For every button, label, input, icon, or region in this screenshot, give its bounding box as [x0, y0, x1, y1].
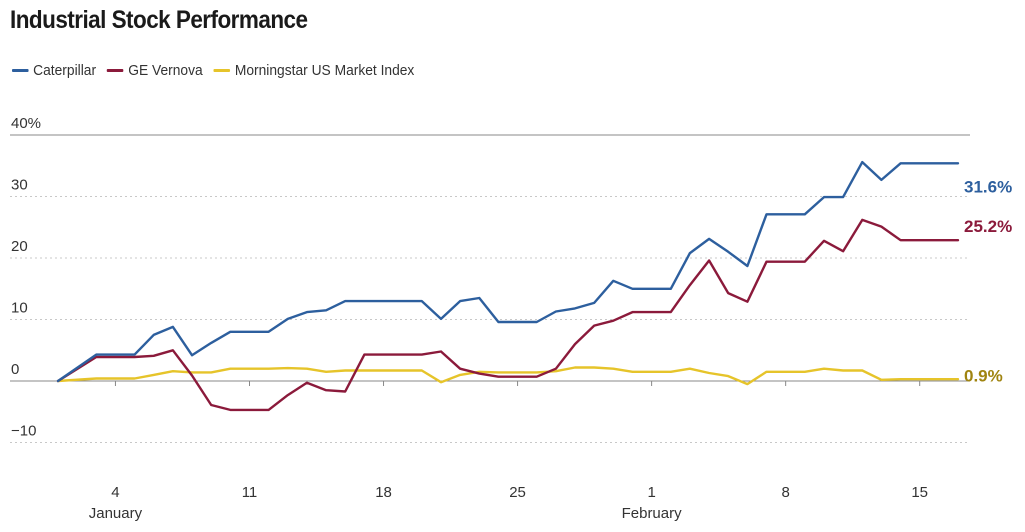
series-line-caterpillar: [56, 160, 960, 383]
series-line-ge-vernova: [56, 218, 960, 412]
legend-swatch-ge-vernova: [107, 69, 124, 72]
x-tick-label: 25: [509, 484, 526, 501]
x-month-label: January: [89, 505, 143, 522]
y-tick-label: 20: [11, 238, 28, 255]
x-month-label: February: [622, 505, 683, 522]
x-tick-label: 8: [781, 484, 789, 501]
end-label-ge-vernova: 25.2%: [964, 217, 1012, 236]
legend-label-ge-vernova: GE Vernova: [128, 62, 203, 79]
legend-item-market-index: Morningstar US Market Index: [213, 62, 415, 79]
legend-swatch-market-index: [213, 69, 231, 72]
y-tick-label: 10: [11, 300, 28, 317]
legend-label-caterpillar: Caterpillar: [33, 62, 97, 79]
legend-swatch-caterpillar: [12, 69, 29, 72]
y-tick-label: 0: [11, 361, 19, 378]
y-tick-label: 30: [11, 177, 28, 194]
y-tick-label: −10: [11, 423, 36, 440]
x-tick-label: 1: [647, 484, 655, 501]
x-tick-label: 15: [911, 484, 928, 501]
x-tick-label: 4: [111, 484, 119, 501]
x-tick-label: 18: [375, 484, 392, 501]
x-tick-label: 11: [242, 484, 258, 501]
y-tick-label: 40%: [11, 115, 41, 132]
legend-item-ge-vernova: GE Vernova: [107, 62, 203, 79]
end-label-caterpillar: 31.6%: [964, 178, 1012, 197]
legend-label-market-index: Morningstar US Market Index: [234, 62, 415, 79]
legend: Caterpillar GE Vernova Morningstar US Ma…: [12, 62, 414, 79]
end-label-morningstar-us-market-index: 0.9%: [964, 366, 1003, 385]
series-line-morningstar-us-market-index: [56, 366, 960, 386]
legend-item-caterpillar: Caterpillar: [12, 62, 96, 79]
chart-title: Industrial Stock Performance: [10, 6, 308, 34]
